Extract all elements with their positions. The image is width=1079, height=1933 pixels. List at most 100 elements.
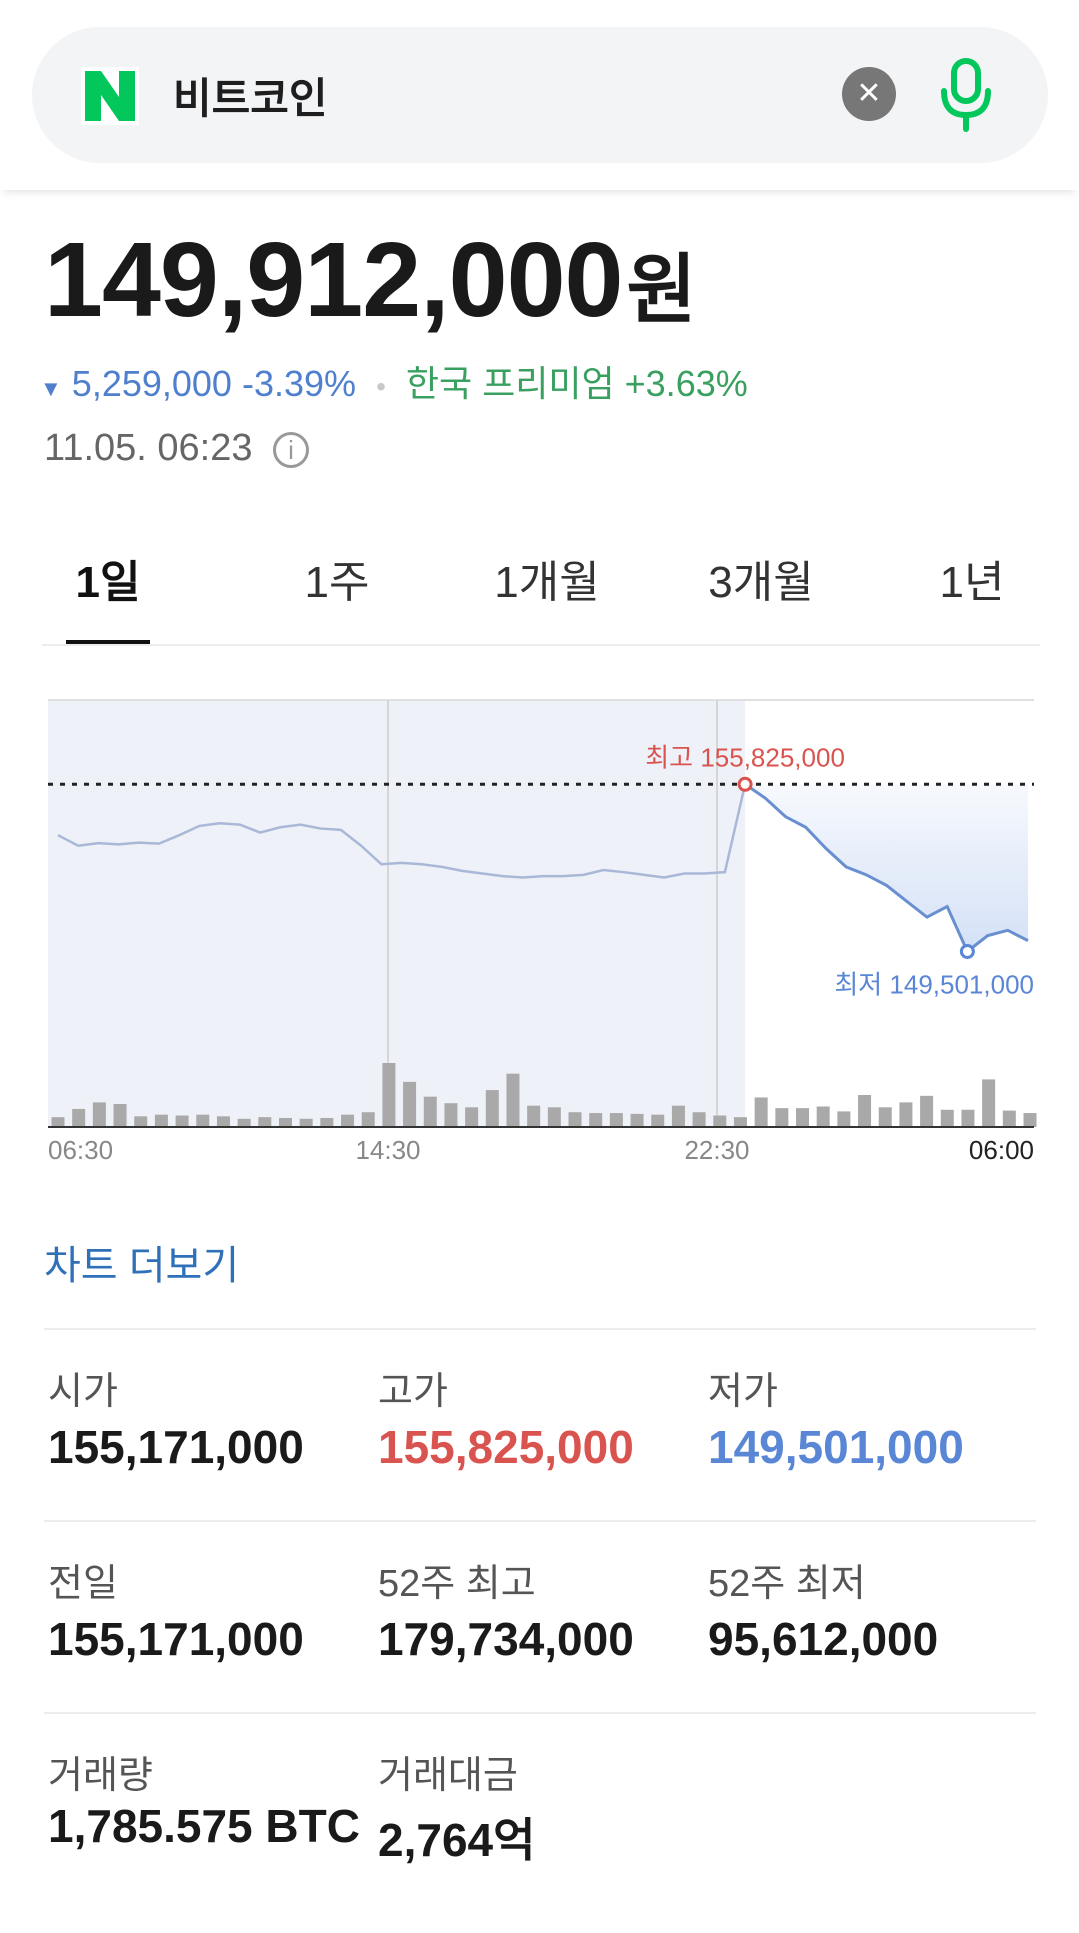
stat-value: 179,734,000	[378, 1613, 634, 1665]
volume-bar	[444, 1103, 458, 1127]
naver-logo-icon[interactable]	[81, 67, 139, 125]
down-arrow-icon: ▼	[40, 376, 62, 401]
x-tick-label: 22:30	[684, 1135, 749, 1165]
price-line-recent	[744, 783, 1029, 954]
tab-1week[interactable]: 1주	[282, 550, 392, 642]
volume-bar	[733, 1117, 747, 1127]
stat-value: 155,825,000	[378, 1421, 634, 1473]
high-label: 최고 155,825,000	[645, 742, 845, 772]
volume-bar	[1023, 1113, 1037, 1127]
volume-bar	[175, 1115, 189, 1127]
volume-bar	[837, 1111, 851, 1127]
stat-value: 1,785.575 BTC	[48, 1800, 360, 1852]
info-icon[interactable]: i	[273, 431, 310, 468]
volume-bar	[465, 1107, 479, 1127]
volume-bar	[796, 1108, 810, 1127]
tab-3months[interactable]: 3개월	[696, 550, 826, 642]
stats-row: 시가 155,171,000 고가 155,825,000 저가 149,501…	[44, 1328, 1036, 1520]
stat-value: 2,764억	[378, 1814, 536, 1866]
search-bar[interactable]: 비트코인 ✕	[32, 27, 1048, 163]
volume-bar	[547, 1107, 561, 1127]
price-line-past	[57, 784, 747, 879]
volume-bar	[982, 1079, 996, 1127]
low-marker	[959, 943, 975, 959]
volume-bar	[320, 1117, 334, 1127]
tab-1year[interactable]: 1년	[912, 550, 1032, 642]
stat-value: 149,501,000	[708, 1421, 964, 1473]
change-amount: 5,259,000	[71, 363, 232, 404]
volume-bar	[940, 1109, 954, 1127]
volume-bar	[278, 1117, 292, 1127]
stat-label: 전일	[48, 1563, 118, 1605]
quote-timestamp: 11.05. 06:23 i	[44, 427, 310, 470]
volume-bar	[403, 1081, 417, 1127]
more-chart-link[interactable]: 차트 더보기	[44, 1244, 240, 1288]
volume-bar	[485, 1090, 499, 1127]
chart-area-fill	[745, 784, 1028, 952]
volume-bar	[341, 1114, 355, 1127]
stat-value: 95,612,000	[708, 1613, 939, 1665]
volume-bar	[527, 1105, 541, 1127]
volume-bar	[961, 1109, 975, 1127]
high-marker	[737, 776, 753, 792]
tab-label: 1주	[304, 558, 370, 607]
stat-label: 시가	[48, 1371, 118, 1413]
period-tabs: 1일 1주 1개월 3개월 1년	[42, 550, 1040, 646]
stat-label: 거래량	[48, 1755, 153, 1797]
volume-bar	[568, 1112, 582, 1127]
volume-bar	[609, 1113, 623, 1127]
tab-label: 3개월	[708, 558, 814, 607]
volume-bar	[878, 1107, 892, 1127]
volume-bar	[51, 1117, 65, 1127]
korea-premium-value: +3.63%	[624, 363, 748, 404]
stats-table: 시가 155,171,000 고가 155,825,000 저가 149,501…	[44, 1328, 1036, 1904]
volume-bar	[216, 1116, 230, 1127]
volume-bar	[361, 1112, 375, 1127]
timestamp-text: 11.05. 06:23	[44, 427, 253, 469]
clear-search-button[interactable]: ✕	[842, 67, 896, 121]
tab-1month[interactable]: 1개월	[482, 550, 612, 642]
volume-bar	[258, 1117, 272, 1127]
volume-bar	[196, 1114, 210, 1127]
stat-label: 거래대금	[378, 1755, 518, 1797]
volume-bar	[1002, 1110, 1016, 1127]
stat-label: 52주 최저	[708, 1563, 866, 1605]
microphone-icon[interactable]	[936, 57, 996, 133]
x-tick-label: 06:30	[48, 1135, 113, 1165]
stat-label: 고가	[378, 1371, 448, 1413]
korea-premium-label: 한국 프리미엄	[405, 363, 615, 404]
volume-bar	[134, 1116, 148, 1127]
price-value: 149,912,000	[44, 221, 623, 339]
volume-bar	[113, 1104, 127, 1127]
tab-label: 1년	[939, 558, 1005, 607]
stat-value: 155,171,000	[48, 1421, 304, 1473]
volume-bar	[816, 1106, 830, 1127]
stat-value: 155,171,000	[48, 1613, 304, 1665]
search-input[interactable]: 비트코인	[173, 75, 328, 122]
volume-bar	[154, 1114, 168, 1127]
change-percent: -3.39%	[241, 363, 357, 404]
price-unit: 원	[626, 248, 696, 333]
x-tick-label: 14:30	[355, 1135, 420, 1165]
volume-bar	[858, 1095, 872, 1127]
volume-bar	[775, 1108, 789, 1127]
volume-bar	[92, 1102, 106, 1127]
volume-bar	[713, 1115, 727, 1127]
volume-bar	[72, 1108, 86, 1127]
stats-row: 거래량 1,785.575 BTC 거래대금 2,764억	[44, 1712, 1036, 1904]
volume-bar	[630, 1113, 644, 1127]
tab-label: 1일	[75, 558, 141, 607]
low-label: 최저 149,501,000	[834, 969, 1034, 999]
volume-bar	[237, 1118, 251, 1127]
stat-label: 52주 최고	[378, 1563, 536, 1605]
volume-bar	[299, 1118, 313, 1127]
volume-bar	[754, 1097, 768, 1127]
x-tick-label: 06:00	[969, 1135, 1034, 1165]
close-icon: ✕	[856, 77, 882, 110]
tab-1day[interactable]: 1일	[66, 550, 150, 644]
volume-bar	[506, 1073, 520, 1127]
volume-bar	[899, 1102, 913, 1127]
volume-bar	[589, 1113, 603, 1127]
price-chart[interactable]: 최고 155,825,000 최저 149,501,000 06:30 14:30 22…	[0, 680, 1079, 1180]
chart-shaded-region	[48, 700, 746, 1127]
